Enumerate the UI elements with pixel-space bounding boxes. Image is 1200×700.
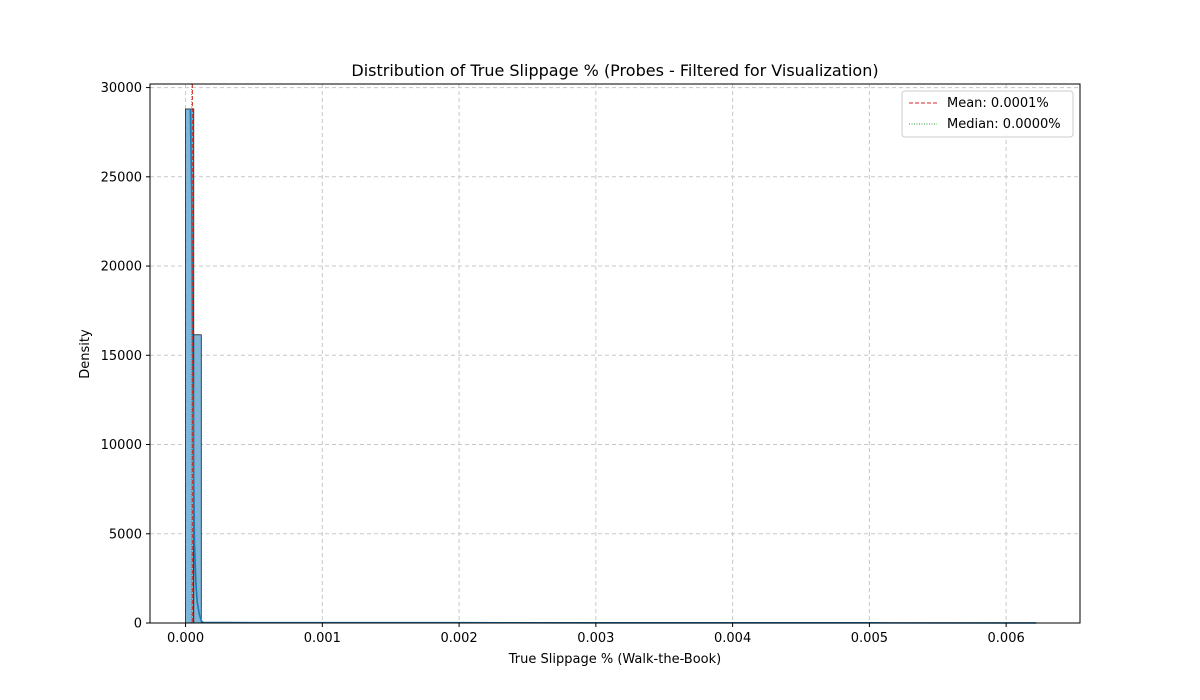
x-tick-label-4: 0.004 [714, 631, 751, 646]
legend-median-label: Median: 0.0000% [947, 117, 1061, 132]
y-axis-ticks: 0 5000 10000 15000 20000 25000 30000 [101, 81, 150, 632]
x-tick-label-2: 0.002 [440, 631, 477, 646]
x-tick-label-5: 0.005 [851, 631, 888, 646]
y-tick-label-5: 25000 [101, 170, 142, 185]
chart-title: Distribution of True Slippage % (Probes … [351, 61, 878, 80]
x-tick-label-6: 0.006 [988, 631, 1025, 646]
legend-mean-label: Mean: 0.0001% [947, 96, 1049, 111]
grid-lines [150, 84, 1080, 624]
x-tick-label-0: 0.000 [167, 631, 204, 646]
y-tick-label-6: 30000 [101, 81, 142, 96]
y-axis-label: Density [78, 329, 93, 379]
y-tick-label-4: 20000 [101, 260, 142, 275]
x-axis-ticks: 0.000 0.001 0.002 0.003 0.004 0.005 0.006 [167, 623, 1025, 646]
x-tick-label-1: 0.001 [304, 631, 341, 646]
y-tick-label-1: 5000 [109, 527, 142, 542]
y-tick-label-2: 10000 [101, 438, 142, 453]
x-tick-label-3: 0.003 [577, 631, 614, 646]
x-axis-label: True Slippage % (Walk-the-Book) [508, 652, 721, 667]
plot-frame [149, 83, 1081, 624]
legend-box [901, 90, 1074, 138]
y-tick-label-0: 0 [134, 617, 142, 632]
histogram-bar-1 [193, 334, 202, 624]
legend: Mean: 0.0001% Median: 0.0000% [901, 90, 1074, 138]
y-tick-label-3: 15000 [101, 349, 142, 364]
